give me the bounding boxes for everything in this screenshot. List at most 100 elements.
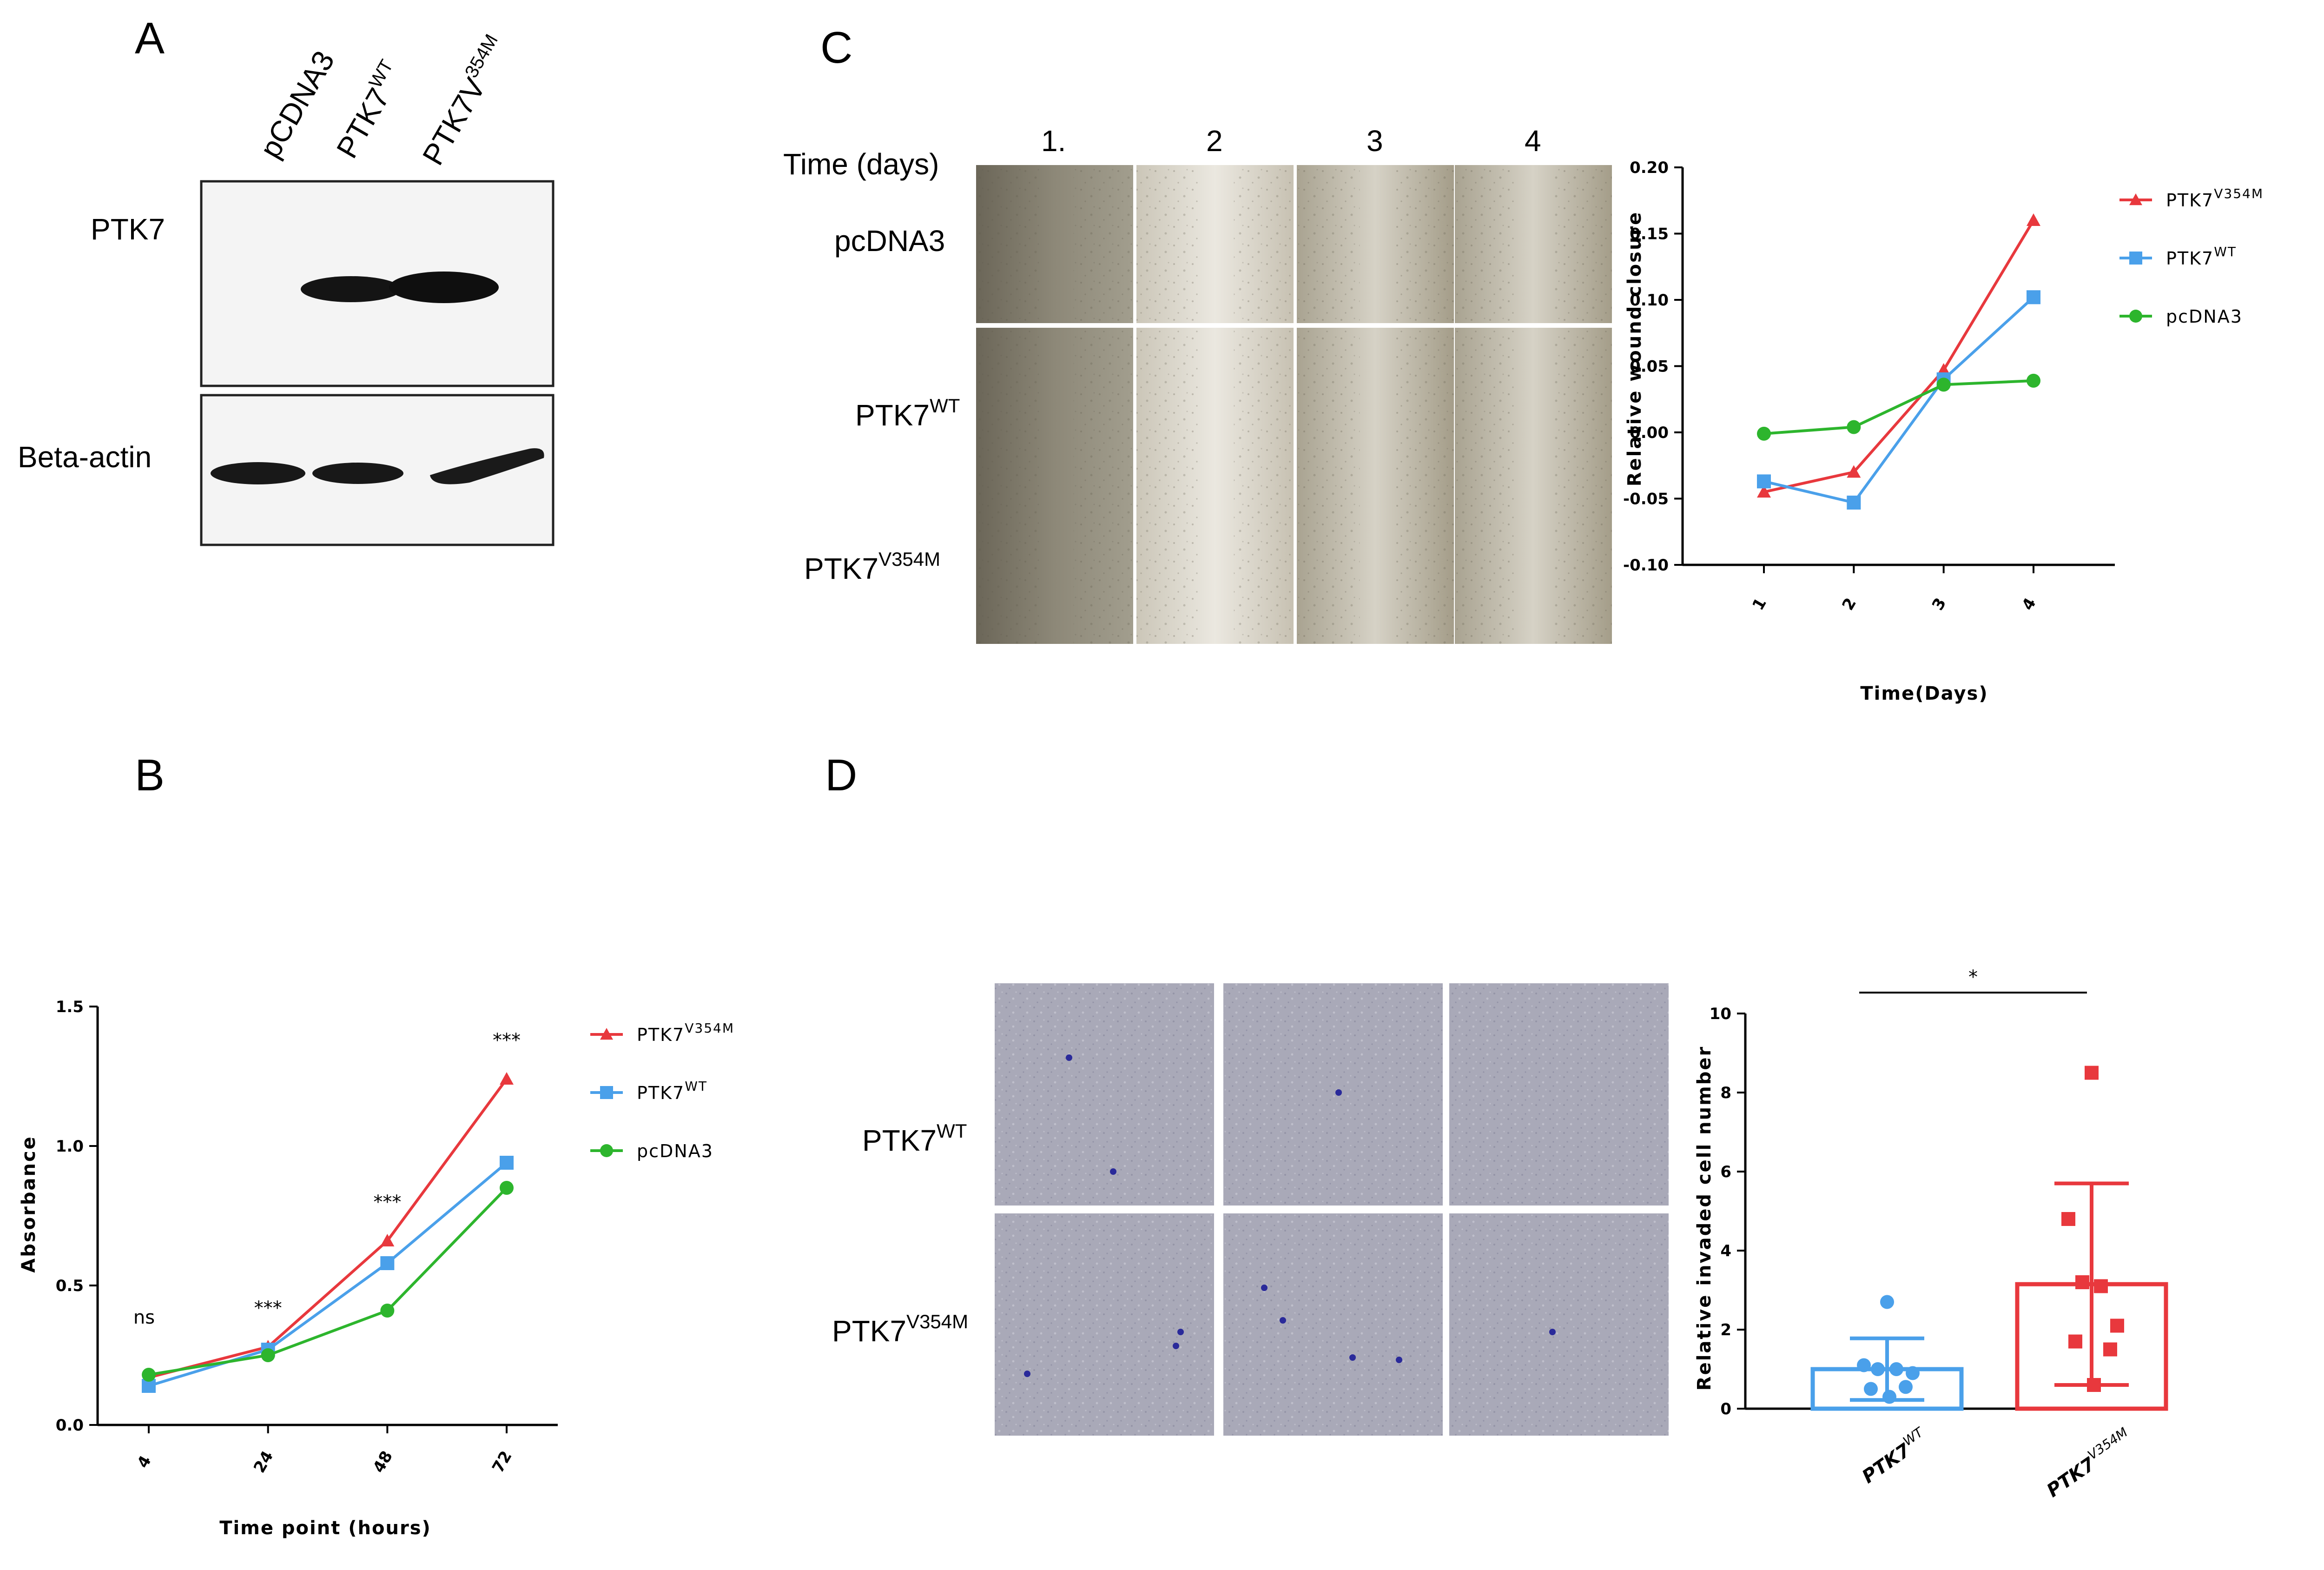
wound-image-texture-r3-d4 xyxy=(1455,486,1518,644)
growth-point-s1-3 xyxy=(500,1156,514,1170)
growth-significance-0: ns xyxy=(133,1307,155,1328)
growth-point-s0-3 xyxy=(500,1072,514,1085)
invasion-row-label-ptk7v354m: PTK7V354M xyxy=(832,1311,968,1348)
wound-image-texture2-r2-d1 xyxy=(1073,328,1133,486)
growth-legend-label-2: pcDNA3 xyxy=(637,1141,713,1161)
invasion-point-1-2 xyxy=(2075,1275,2089,1289)
panel-a-label: A xyxy=(135,13,165,63)
growth-x-tick-label: 48 xyxy=(370,1448,396,1476)
invasion-point-0-4 xyxy=(1906,1366,1920,1380)
stained-cell-11 xyxy=(1549,1329,1556,1335)
wound-y-tick-label: 0.10 xyxy=(1630,291,1669,310)
invasion-point-0-0 xyxy=(1880,1295,1894,1309)
blot-row-label-ptk7: PTK7 xyxy=(91,212,165,246)
wound-row-label-ptk7wt: PTK7WT xyxy=(855,395,960,432)
invasion-y-axis-title: Relative invaded cell number xyxy=(1694,1046,1715,1391)
invasion-point-1-3 xyxy=(2094,1279,2108,1293)
wound-point-s0-3 xyxy=(2027,213,2040,226)
wound-image-texture2-r2-d4 xyxy=(1552,328,1612,486)
growth-legend-marker-2 xyxy=(600,1144,613,1157)
growth-x-tick-label: 4 xyxy=(133,1452,155,1471)
wound-image-texture2-r3-d4 xyxy=(1552,486,1612,644)
invasion-x-tick-base-1: PTK7 xyxy=(2043,1453,2100,1502)
stained-cell-8 xyxy=(1280,1317,1286,1324)
wound-x-tick-label: 3 xyxy=(1928,595,1950,614)
growth-x-tick-label: 24 xyxy=(250,1448,277,1476)
panel-c: C Time (days) 1. 2 3 4 pcDNA3 PTK7WT PTK… xyxy=(783,23,1612,644)
invasion-point-1-1 xyxy=(2061,1212,2075,1226)
growth-legend-marker-0 xyxy=(600,1028,613,1040)
wound-legend-label-1-base: PTK7 xyxy=(2166,248,2214,269)
wound-image-texture2-r1-d4 xyxy=(1552,165,1612,323)
invasion-y-tick-label: 10 xyxy=(1710,1005,1731,1023)
wound-y-tick-label: 0.00 xyxy=(1630,424,1669,442)
invasion-bar-chart: Relative invaded cell number 0 2 4 6 8 10 PTK7… xyxy=(1694,967,2168,1502)
growth-y-tick-label: 0.5 xyxy=(56,1277,84,1295)
wound-point-s0-0 xyxy=(1757,485,1771,498)
growth-point-s2-2 xyxy=(380,1304,395,1318)
membrane-image-r2-c2 xyxy=(1223,1213,1443,1436)
wound-image-texture2-r3-d2 xyxy=(1234,486,1294,644)
wound-image-grid xyxy=(976,165,1612,644)
membrane-image-r1-c1 xyxy=(995,983,1214,1206)
growth-series-line-2 xyxy=(148,1186,508,1376)
stained-cell-9 xyxy=(1349,1354,1356,1361)
panel-b: B xyxy=(135,750,165,800)
stained-cell-3 xyxy=(1110,1168,1116,1175)
invasion-point-1-0 xyxy=(2085,1066,2099,1080)
stained-cell-7 xyxy=(1173,1343,1179,1349)
growth-series-line-0 xyxy=(148,1078,508,1379)
wound-point-s0-1 xyxy=(1847,465,1861,478)
wound-x-tick-label: 2 xyxy=(1839,595,1860,614)
growth-significance-1: *** xyxy=(254,1298,282,1319)
wound-x-tick-label: 4 xyxy=(2018,595,2040,614)
band-ptk7-wt xyxy=(301,276,401,302)
growth-legend-label-1-base: PTK7 xyxy=(637,1083,685,1103)
band-ptk7-v354m xyxy=(389,272,499,303)
wound-legend-label-0: PTK7V354M xyxy=(2166,186,2264,211)
membrane-image-r1-c3 xyxy=(1449,983,1669,1206)
wound-point-s2-3 xyxy=(2027,373,2040,388)
growth-significance-2: *** xyxy=(373,1192,401,1213)
time-days-header: Time (days) xyxy=(783,147,939,181)
band-actin-2 xyxy=(312,463,403,484)
growth-y-axis-title: Absorbance xyxy=(18,1135,40,1273)
wound-image-texture2-r2-d3 xyxy=(1394,328,1454,486)
wound-image-texture-r3-d1 xyxy=(976,486,1039,644)
growth-point-s1-2 xyxy=(380,1256,395,1270)
wound-image-texture-r1-d2 xyxy=(1136,165,1200,323)
wound-image-texture2-r3-d3 xyxy=(1394,486,1454,644)
wound-legend-label-2-base: pcDNA3 xyxy=(2166,306,2243,327)
stained-cell-1 xyxy=(1066,1054,1072,1061)
wound-point-s2-0 xyxy=(1757,426,1771,441)
wound-image-texture2-r1-d3 xyxy=(1394,165,1454,323)
growth-x-tick-label: 72 xyxy=(489,1448,515,1476)
wound-series-line-1 xyxy=(1763,296,2035,504)
wound-row-label-pcdna3: pcDNA3 xyxy=(834,224,945,258)
invasion-y-tick-label: 2 xyxy=(1720,1321,1731,1339)
wound-row-label-ptk7v354m: PTK7V354M xyxy=(804,548,940,585)
invasion-point-0-2 xyxy=(1871,1362,1885,1376)
growth-legend-label-1-sup: WT xyxy=(685,1079,707,1094)
wound-image-texture-r2-d1 xyxy=(976,328,1039,486)
wound-x-axis-title: Time(Days) xyxy=(1860,683,1988,704)
panel-d: D PTK7WT PTK7V354M xyxy=(825,750,1669,1436)
panel-d-label: D xyxy=(825,750,857,800)
wound-image-texture2-r2-d2 xyxy=(1234,328,1294,486)
wound-point-s1-1 xyxy=(1847,496,1861,510)
membrane-image-r1-c2 xyxy=(1223,983,1443,1206)
day-header-3: 3 xyxy=(1367,124,1383,158)
wound-y-tick-label: -0.05 xyxy=(1623,490,1669,509)
growth-y-tick-label: 0.0 xyxy=(56,1416,84,1435)
wound-legend-label-0-base: PTK7 xyxy=(2166,190,2214,211)
membrane-image-r2-c3 xyxy=(1449,1213,1669,1436)
wound-y-tick-label: -0.10 xyxy=(1623,556,1669,575)
blot-row-label-beta-actin: Beta-actin xyxy=(18,440,152,474)
stained-cell-5 xyxy=(1024,1371,1030,1377)
growth-significance-3: *** xyxy=(493,1030,521,1051)
wound-image-texture-r3-d2 xyxy=(1136,486,1200,644)
invasion-point-1-5 xyxy=(2068,1334,2082,1349)
wound-image-texture2-r1-d2 xyxy=(1234,165,1294,323)
wound-image-texture-r1-d3 xyxy=(1297,165,1360,323)
wound-point-s1-3 xyxy=(2027,290,2040,305)
